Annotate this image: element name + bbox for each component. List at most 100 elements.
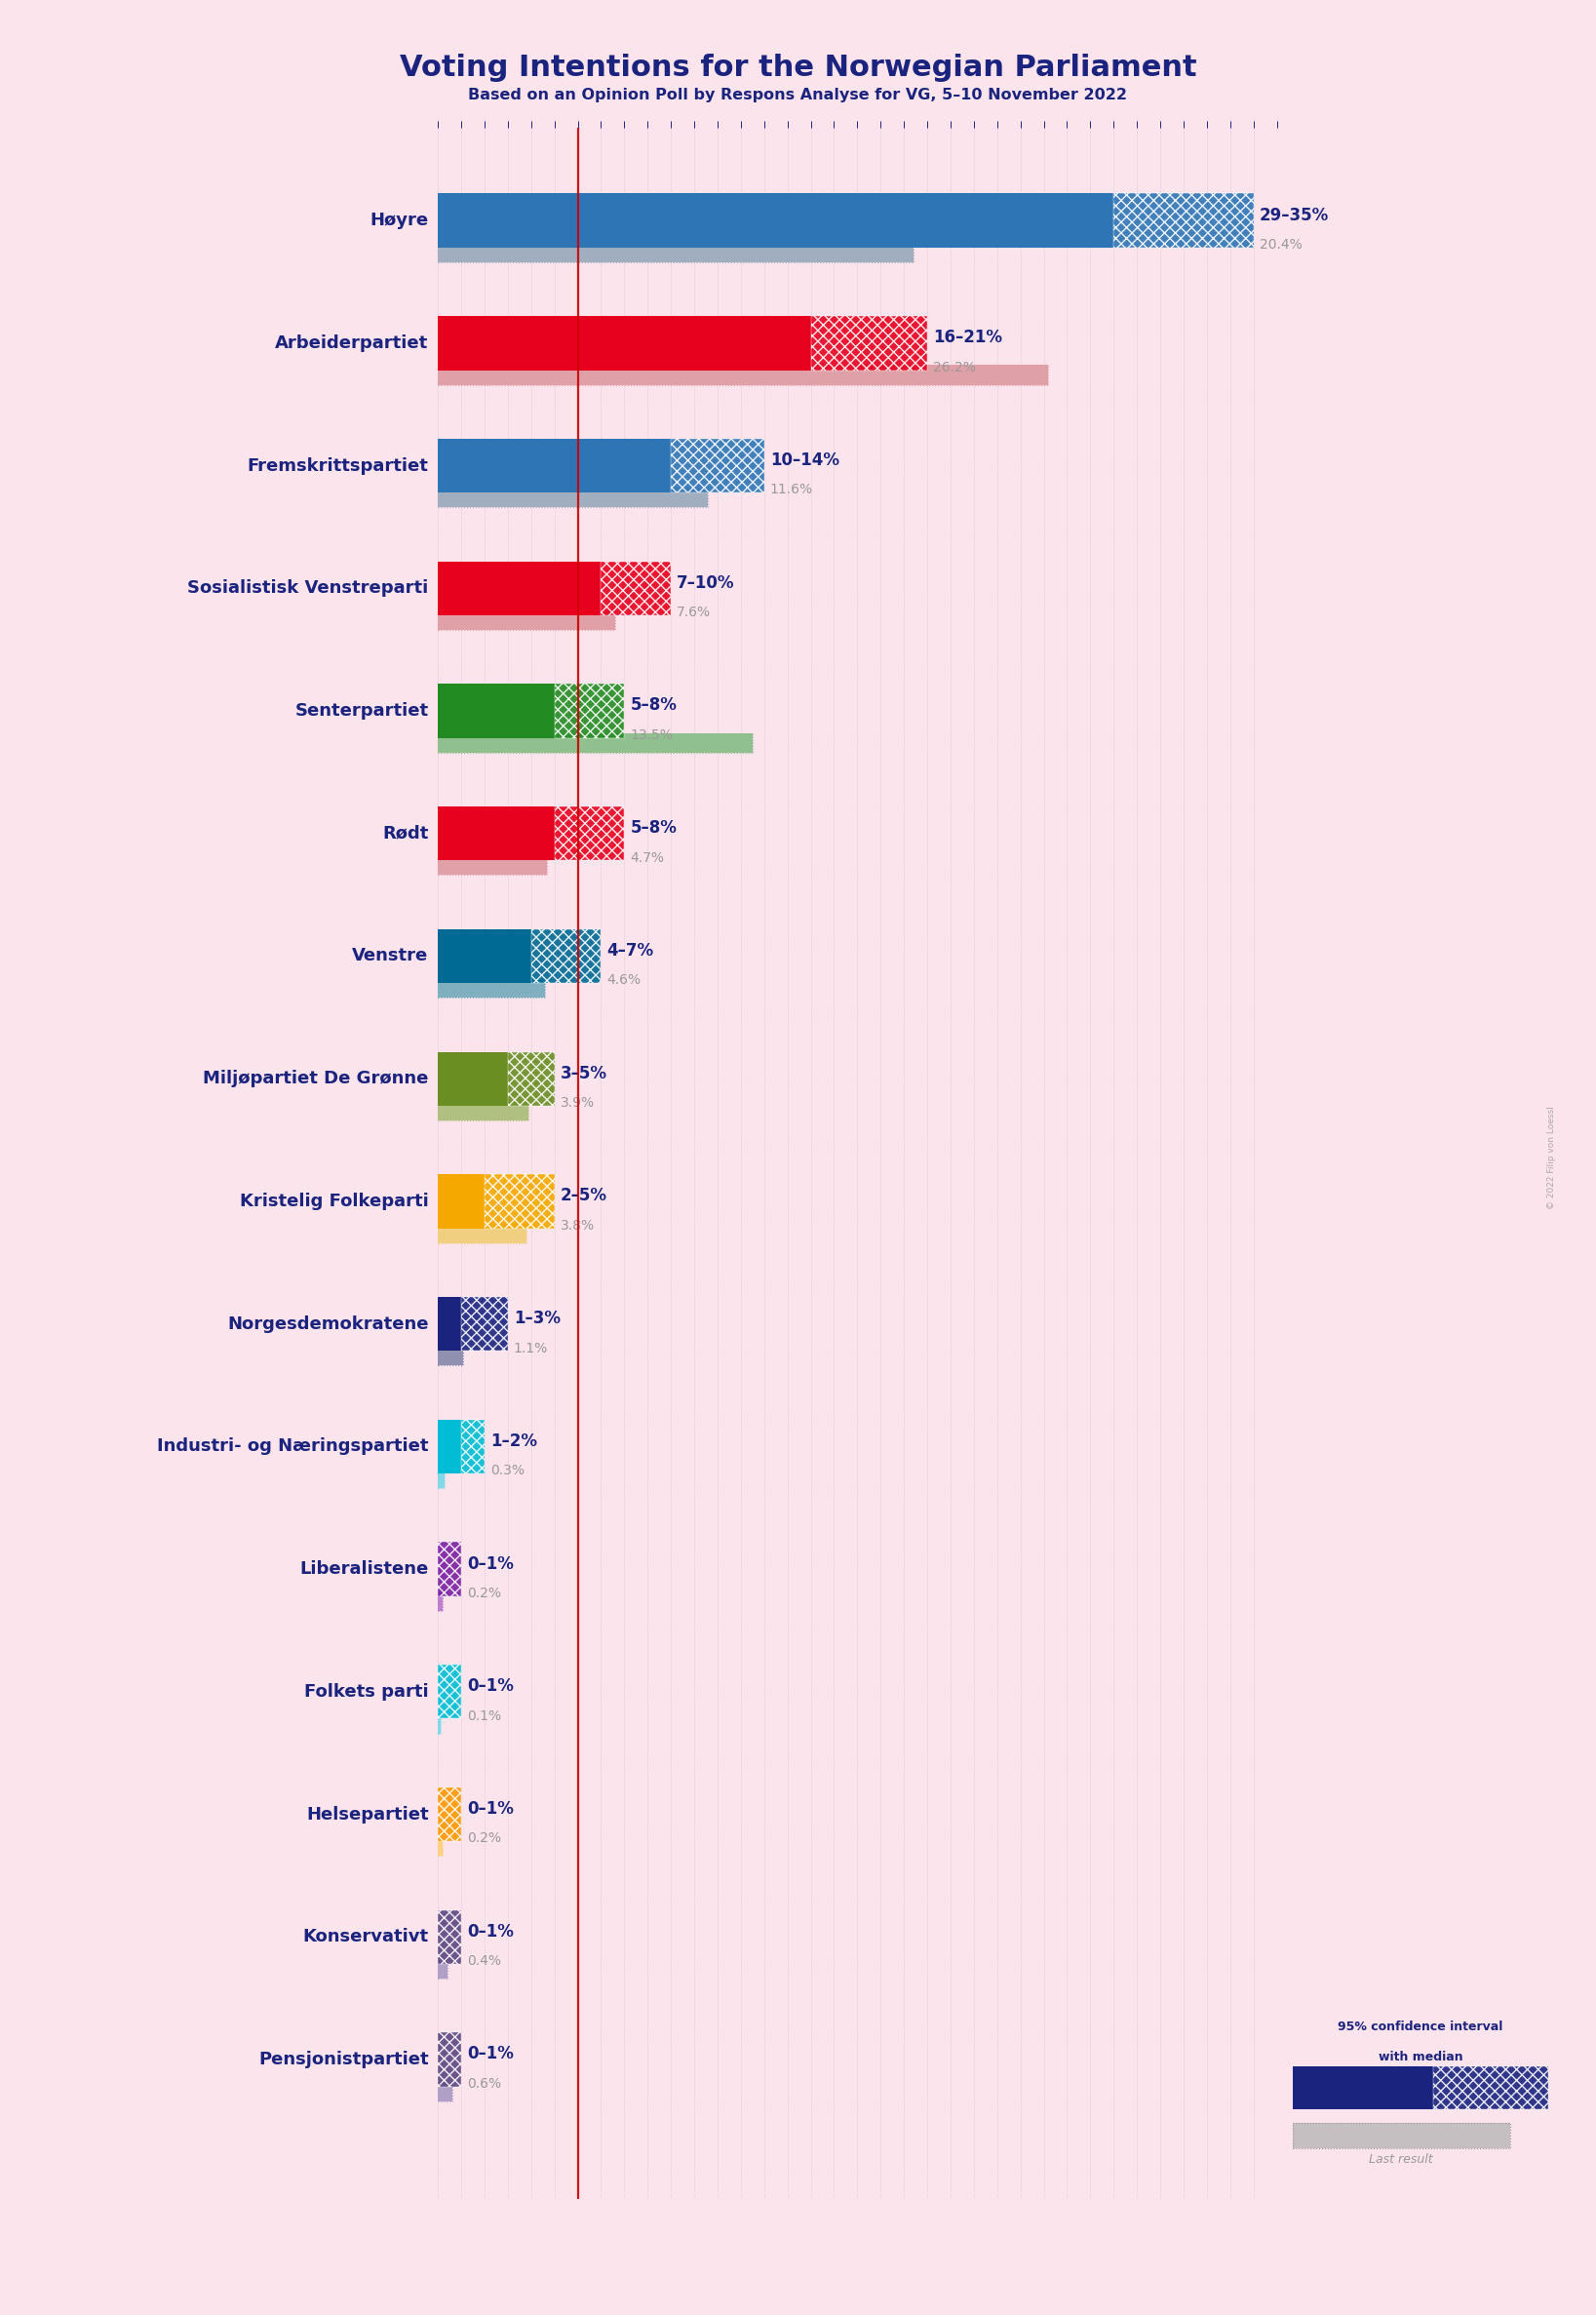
Text: 0–1%: 0–1% bbox=[468, 1678, 514, 1695]
Text: 0–1%: 0–1% bbox=[468, 2046, 514, 2063]
Bar bbox=[437, 734, 752, 752]
Bar bbox=[437, 1296, 461, 1352]
Bar bbox=[461, 1296, 508, 1352]
Text: Last result: Last result bbox=[1369, 2153, 1433, 2165]
Bar bbox=[485, 1174, 554, 1229]
Bar bbox=[437, 1222, 527, 1243]
Text: with median: with median bbox=[1379, 2051, 1462, 2063]
Bar bbox=[437, 1468, 445, 1489]
Text: Senterpartiet: Senterpartiet bbox=[295, 701, 429, 720]
Text: 11.6%: 11.6% bbox=[769, 484, 812, 498]
Bar bbox=[437, 488, 709, 507]
Text: Venstre: Venstre bbox=[353, 947, 429, 965]
Text: 0.6%: 0.6% bbox=[468, 2077, 501, 2090]
Text: 29–35%: 29–35% bbox=[1259, 206, 1329, 225]
Bar bbox=[437, 1590, 442, 1611]
Bar bbox=[437, 1468, 445, 1489]
Bar bbox=[437, 1836, 442, 1857]
Text: 0–1%: 0–1% bbox=[468, 1801, 514, 1817]
Bar bbox=[670, 440, 764, 493]
Text: 7.6%: 7.6% bbox=[677, 607, 710, 620]
Text: 95% confidence interval: 95% confidence interval bbox=[1337, 2021, 1503, 2033]
Bar bbox=[437, 806, 554, 861]
Bar bbox=[554, 806, 624, 861]
Bar bbox=[437, 243, 913, 262]
Text: Arbeiderpartiet: Arbeiderpartiet bbox=[275, 333, 429, 352]
Bar bbox=[437, 488, 709, 507]
Text: 20.4%: 20.4% bbox=[1259, 238, 1302, 252]
Text: Liberalistene: Liberalistene bbox=[300, 1560, 429, 1579]
Bar bbox=[437, 2033, 461, 2086]
Bar bbox=[437, 1713, 440, 1734]
Text: 13.5%: 13.5% bbox=[630, 729, 674, 743]
Bar bbox=[437, 1836, 442, 1857]
Text: Based on an Opinion Poll by Respons Analyse for VG, 5–10 November 2022: Based on an Opinion Poll by Respons Anal… bbox=[469, 88, 1127, 102]
Text: 0.4%: 0.4% bbox=[468, 1954, 501, 1968]
Bar bbox=[437, 1910, 461, 1963]
Text: 5–8%: 5–8% bbox=[630, 820, 677, 838]
Text: 3.9%: 3.9% bbox=[560, 1095, 594, 1109]
Text: 4.7%: 4.7% bbox=[630, 852, 664, 863]
Text: 7–10%: 7–10% bbox=[677, 574, 734, 593]
Text: Kristelig Folkeparti: Kristelig Folkeparti bbox=[239, 1192, 429, 1211]
Bar bbox=[437, 1345, 463, 1366]
Bar bbox=[437, 1958, 447, 1979]
Text: Industri- og Næringspartiet: Industri- og Næringspartiet bbox=[156, 1438, 429, 1456]
Bar bbox=[437, 1174, 485, 1229]
Bar bbox=[1433, 2067, 1548, 2109]
Text: 0.1%: 0.1% bbox=[468, 1708, 501, 1722]
Text: 2–5%: 2–5% bbox=[560, 1188, 606, 1204]
Bar bbox=[1293, 2067, 1433, 2109]
Bar bbox=[437, 857, 547, 875]
Bar bbox=[437, 928, 531, 984]
Bar bbox=[437, 1345, 463, 1366]
Text: 5–8%: 5–8% bbox=[630, 697, 677, 715]
Bar bbox=[437, 1222, 527, 1243]
Bar bbox=[437, 560, 602, 616]
Bar bbox=[437, 1419, 461, 1472]
Text: 4.6%: 4.6% bbox=[606, 975, 642, 986]
Text: 3–5%: 3–5% bbox=[560, 1065, 606, 1081]
Text: 4–7%: 4–7% bbox=[606, 942, 654, 958]
Bar bbox=[437, 611, 614, 630]
Text: Konservativt: Konservativt bbox=[303, 1928, 429, 1945]
Text: 0–1%: 0–1% bbox=[468, 1924, 514, 1940]
Text: Voting Intentions for the Norwegian Parliament: Voting Intentions for the Norwegian Parl… bbox=[399, 53, 1197, 81]
Bar bbox=[437, 611, 614, 630]
Bar bbox=[461, 1419, 485, 1472]
Bar bbox=[437, 734, 752, 752]
Bar bbox=[437, 440, 670, 493]
Bar bbox=[811, 317, 927, 370]
Bar bbox=[437, 1100, 528, 1120]
Bar bbox=[1114, 194, 1253, 248]
Text: 0.2%: 0.2% bbox=[468, 1586, 501, 1600]
Text: © 2022 Filip von Loessl: © 2022 Filip von Loessl bbox=[1547, 1107, 1556, 1208]
Text: 1–2%: 1–2% bbox=[490, 1433, 538, 1449]
Text: Norgesdemokratene: Norgesdemokratene bbox=[227, 1315, 429, 1333]
Bar bbox=[437, 366, 1049, 384]
Text: 16–21%: 16–21% bbox=[934, 329, 1002, 347]
Bar bbox=[437, 1787, 461, 1840]
Bar bbox=[437, 194, 1114, 248]
Bar bbox=[554, 683, 624, 738]
Bar bbox=[1293, 2123, 1510, 2148]
Bar bbox=[437, 243, 913, 262]
Text: 0–1%: 0–1% bbox=[468, 1556, 514, 1572]
Bar bbox=[531, 928, 602, 984]
Bar bbox=[437, 2081, 452, 2102]
Text: 26.2%: 26.2% bbox=[934, 361, 975, 375]
Bar bbox=[437, 1542, 461, 1595]
Bar bbox=[437, 857, 547, 875]
Bar bbox=[437, 979, 546, 998]
Text: Pensjonistpartiet: Pensjonistpartiet bbox=[259, 2051, 429, 2067]
Bar bbox=[508, 1051, 554, 1107]
Bar bbox=[437, 979, 546, 998]
Bar bbox=[602, 560, 670, 616]
Text: Miljøpartiet De Grønne: Miljøpartiet De Grønne bbox=[203, 1070, 429, 1088]
Bar bbox=[437, 1713, 440, 1734]
Text: 1.1%: 1.1% bbox=[514, 1340, 547, 1354]
Bar bbox=[437, 317, 811, 370]
Bar bbox=[437, 1958, 447, 1979]
Bar bbox=[1293, 2123, 1510, 2148]
Text: Helsepartiet: Helsepartiet bbox=[306, 1806, 429, 1824]
